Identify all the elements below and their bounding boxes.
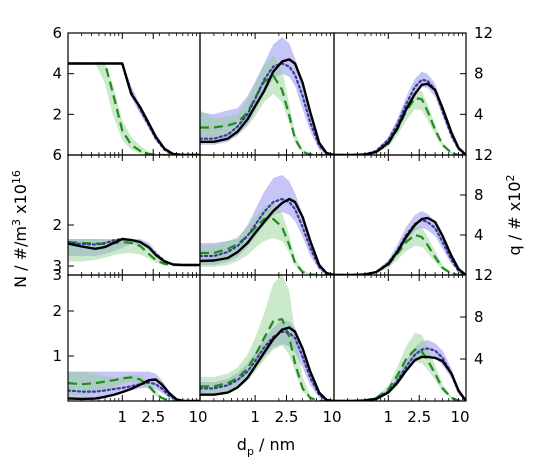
line-solid [334,355,466,401]
band-dotted [334,71,466,155]
right-tick-label: 4 [474,105,484,123]
left-tick-label: 2 [52,216,62,234]
line-solid [200,197,334,275]
line-dashed [200,318,334,401]
panel-1-0 [68,237,200,267]
x-axis-label: dp / nm [237,435,295,458]
band-dashed [68,371,200,401]
x-tick-label: 1 [384,408,394,426]
x-tick-label: 2.5 [141,408,165,426]
panel-0-2 [334,71,466,155]
line-solid [68,378,200,401]
left-tick-label: 2 [52,302,62,320]
left-tick-label: 2 [52,105,62,123]
y-axis-label-right: q / # x102 [504,174,524,255]
right-tick-label: 12 [474,266,493,284]
right-tick-label: 8 [474,308,484,326]
left-tick-label: 1 [52,347,62,365]
line-solid [334,216,466,275]
right-tick-label: 8 [474,65,484,83]
right-tick-label: 4 [474,226,484,244]
line-solid [200,58,334,155]
x-ticks [347,33,467,155]
right-tick-label: 4 [474,350,484,368]
x-tick-label: 1 [250,408,260,426]
line-dashed [200,74,334,155]
panel-1-1 [200,175,334,275]
panel-2-0 [68,371,200,401]
line-solid [334,82,466,155]
band-dashed [68,239,200,265]
panel-1-2 [334,211,466,275]
x-tick-label: 1 [118,408,128,426]
y-axis-label-left: N / #/m3 x1016 [10,170,30,288]
band-dashed [200,203,334,275]
x-tick-label: 2.5 [275,408,299,426]
right-tick-label: 12 [474,146,493,164]
panel-2-1 [200,275,334,401]
line-solid [200,326,334,401]
x-tick-label: 2.5 [407,408,431,426]
panel-frame [333,274,467,402]
left-tick-label: 6 [52,146,62,164]
panel-0-1 [200,37,334,155]
line-solid [68,237,200,267]
x-ticks [347,275,467,401]
right-tick-label: 12 [474,24,493,42]
band-dotted [334,340,466,401]
panel-0-0 [68,62,200,155]
line-dashed [68,62,200,155]
x-tick-label: 10 [188,408,207,426]
left-tick-label: 3 [52,266,62,284]
x-ticks [81,33,201,155]
line-dotted [200,197,334,275]
x-tick-label: 10 [322,408,341,426]
left-tick-label: 4 [52,65,62,83]
band-dashed [200,275,334,401]
panel-frame [333,32,467,156]
x-tick-label: 10 [450,408,469,426]
right-tick-label: 8 [474,186,484,204]
band-dashed [334,332,466,401]
band-dashed [68,63,200,155]
left-tick-label: 3 [52,257,62,275]
left-tick-label: 6 [52,24,62,42]
panel-2-2 [334,332,466,401]
